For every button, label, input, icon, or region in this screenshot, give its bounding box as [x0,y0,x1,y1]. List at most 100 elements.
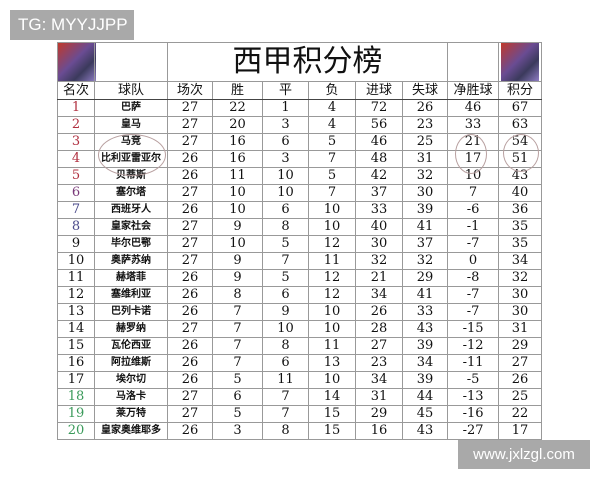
stat-cell: 7 [262,388,309,406]
stat-cell: 29 [498,337,543,355]
stat-cell: 46 [447,99,500,117]
stat-cell: 35 [498,235,543,253]
column-header: 积分 [498,81,543,100]
rank-cell: 12 [57,286,95,304]
team-cell: 皇马 [94,116,168,134]
column-header: 胜 [212,81,263,100]
stat-cell: 27 [167,99,213,117]
team-cell: 赫塔菲 [94,269,168,287]
stat-cell: 26 [167,167,213,185]
team-cell: 阿拉维斯 [94,354,168,372]
stat-cell: 30 [498,303,543,321]
stat-cell: 33 [355,201,403,219]
stat-cell: 27 [167,133,213,151]
stat-cell: 16 [355,422,403,440]
stat-cell: 26 [167,354,213,372]
table-row: 19 莱万特 27 5 7 15 29 45 -16 22 [57,405,543,423]
stat-cell: 9 [262,303,309,321]
stat-cell: 26 [401,99,449,117]
column-header: 进球 [355,81,403,100]
stat-cell: 26 [355,303,403,321]
stat-cell: 5 [212,405,263,423]
stat-cell: 17 [498,422,543,440]
stat-cell: 21 [355,269,403,287]
table-row: 15 瓦伦西亚 26 7 8 11 27 39 -12 29 [57,337,543,355]
stat-cell: 26 [167,269,213,287]
stat-cell: 10 [212,235,263,253]
watermark-top-left: TG: MYYJJPP [10,10,134,40]
stat-cell: 34 [401,354,449,372]
stat-cell: 46 [355,133,403,151]
stat-cell: 39 [401,371,449,389]
table-row: 11 赫塔菲 26 9 5 12 21 29 -8 32 [57,269,543,287]
stat-cell: 8 [212,286,263,304]
stat-cell: 54 [498,133,543,151]
table-row: 8 皇家社会 27 9 8 10 40 41 -1 35 [57,218,543,236]
stat-cell: 25 [498,388,543,406]
stat-cell: 36 [498,201,543,219]
stat-cell: -12 [447,337,500,355]
stat-cell: -8 [447,269,500,287]
rank-cell: 2 [57,116,95,134]
stat-cell: 27 [167,218,213,236]
stat-cell: 13 [308,354,356,372]
stat-cell: 27 [355,337,403,355]
stat-cell: 27 [167,116,213,134]
stat-cell: 31 [401,150,449,168]
stat-cell: 3 [262,116,309,134]
stat-cell: 7 [262,252,309,270]
stat-cell: 14 [308,388,356,406]
stat-cell: 41 [401,218,449,236]
rank-cell: 18 [57,388,95,406]
team-cell: 皇家奥维耶多 [94,422,168,440]
team-cell: 马竞 [94,133,168,151]
team-cell: 埃尔切 [94,371,168,389]
stat-cell: 33 [401,303,449,321]
stat-cell: -13 [447,388,500,406]
rank-cell: 1 [57,99,95,117]
stat-cell: 4 [308,99,356,117]
table-row: 16 阿拉维斯 26 7 6 13 23 34 -11 27 [57,354,543,372]
stat-cell: 32 [498,269,543,287]
stat-cell: 26 [167,286,213,304]
stat-cell: -7 [447,303,500,321]
team-cell: 赫罗纳 [94,320,168,338]
stat-cell: 43 [498,167,543,185]
stat-cell: 7 [262,405,309,423]
stat-cell: 1 [262,99,309,117]
stat-cell: 3 [212,422,263,440]
stat-cell: 5 [308,167,356,185]
rank-cell: 3 [57,133,95,151]
stat-cell: 43 [401,422,449,440]
stat-cell: 7 [212,320,263,338]
stat-cell: 42 [355,167,403,185]
stat-cell: 27 [167,184,213,202]
stat-cell: 27 [167,388,213,406]
stat-cell: 9 [212,252,263,270]
stat-cell: 27 [167,235,213,253]
stat-cell: 11 [308,337,356,355]
stat-cell: 4 [308,116,356,134]
team-cell: 贝蒂斯 [94,167,168,185]
stat-cell: 26 [167,337,213,355]
stat-cell: -11 [447,354,500,372]
stat-cell: 22 [498,405,543,423]
stat-cell: 26 [498,371,543,389]
stat-cell: 63 [498,116,543,134]
rank-cell: 16 [57,354,95,372]
stat-cell: 5 [212,371,263,389]
stat-cell: 41 [401,286,449,304]
column-header: 失球 [401,81,449,100]
table-row: 13 巴列卡诺 26 7 9 10 26 33 -7 30 [57,303,543,321]
table-row: 6 塞尔塔 27 10 10 7 37 30 7 40 [57,184,543,202]
stat-cell: 51 [498,150,543,168]
stat-cell: 10 [308,218,356,236]
column-header: 场次 [167,81,213,100]
stat-cell: 39 [401,337,449,355]
stat-cell: -5 [447,371,500,389]
team-cell: 奥萨苏纳 [94,252,168,270]
stat-cell: 31 [498,320,543,338]
stat-cell: 12 [308,286,356,304]
stat-cell: 30 [498,286,543,304]
stat-cell: 34 [355,371,403,389]
